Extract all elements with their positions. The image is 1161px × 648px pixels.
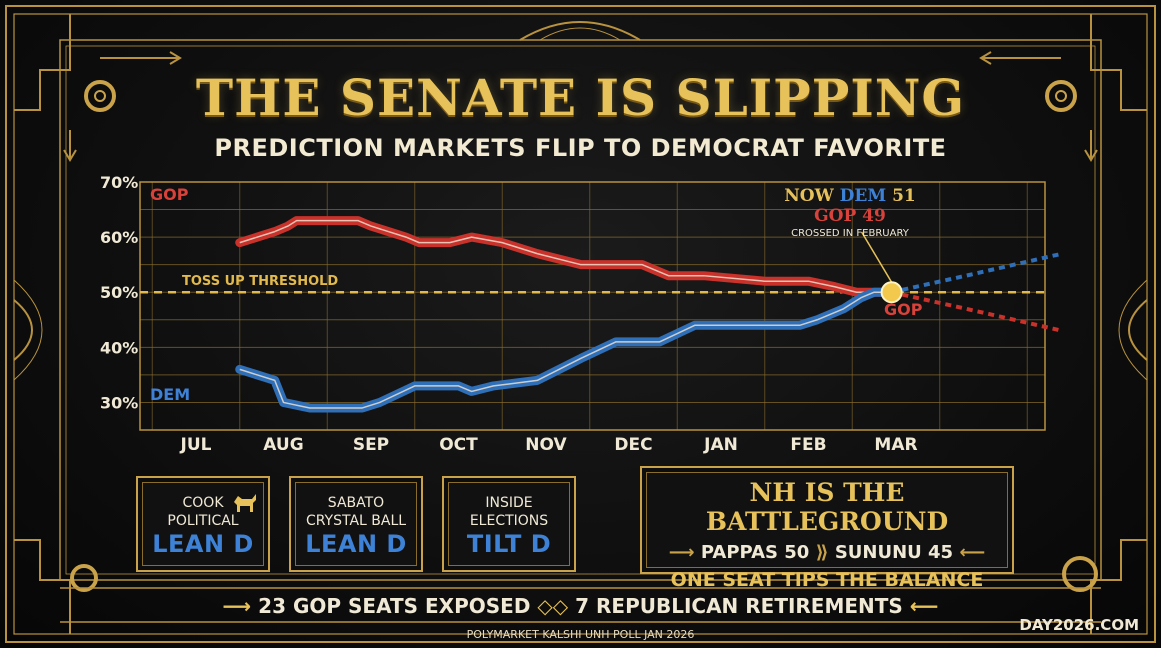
footer-stats: ⟶ 23 GOP SEATS EXPOSED ◇◇ 7 REPUBLICAN R… [0, 594, 1161, 618]
gop-line-highlight [239, 219, 888, 293]
x-tick-label: MAR [874, 435, 917, 455]
x-tick-label: NOV [525, 435, 567, 455]
callout-value: 51 [892, 186, 916, 206]
diamond-divider-icon: ◇◇ [537, 594, 576, 618]
sununu-value: SUNUNU 45 [834, 542, 954, 563]
series-lines [235, 216, 1063, 413]
sources-line: POLYMARKET KALSHI UNH POLL JAN 2026 [466, 628, 695, 641]
y-tick-label: 60% [100, 228, 138, 247]
arrow-right-icon: ⟶ [222, 594, 259, 618]
toss-up-threshold: TOSS UP THRESHOLD [140, 274, 1045, 294]
rating-value: LEAN D [152, 530, 254, 558]
arrow-left-icon: ⟵ [959, 542, 986, 563]
y-axis-ticks: 70% 60% 50% 40% 30% [100, 173, 138, 412]
arrow-right-icon: ⟶ [668, 542, 701, 563]
x-tick-label: JUL [180, 435, 212, 455]
rating-card-cook: COOK POLITICAL LEAN D [136, 476, 270, 572]
gop-projection-label: GOP [884, 300, 923, 319]
battleground-card: NH IS THE BATTLEGROUND ⟶ PAPPAS 50 ⟫ SUN… [640, 466, 1014, 591]
callout-party: DEM [839, 186, 887, 206]
dem-line-highlight [239, 291, 892, 409]
rating-source-line1: COOK [182, 495, 224, 511]
rating-source-line2: POLITICAL [167, 513, 239, 529]
x-axis-ticks: JUL AUG SEP OCT NOV DEC JAN FEB MAR [180, 435, 918, 455]
plot-border [139, 181, 1046, 431]
gop-series-label: GOP [150, 185, 189, 204]
series-labels: GOP DEM GOP [150, 185, 923, 404]
callout-gop: GOP 49 [814, 206, 886, 226]
republican-retirements: 7 REPUBLICAN RETIREMENTS [575, 594, 903, 618]
x-tick-label: OCT [439, 435, 478, 455]
battleground-tips: ONE SEAT TIPS THE BALANCE [670, 569, 984, 591]
page-title: THE SENATE IS SLIPPING [195, 68, 966, 127]
x-tick-label: FEB [790, 435, 826, 455]
rating-source-line2: ELECTIONS [469, 513, 549, 529]
rating-value: TILT D [466, 530, 552, 558]
dem-line [235, 287, 897, 413]
rating-value: LEAN D [305, 530, 407, 558]
divider-icon: ⟫ [815, 542, 835, 563]
arrow-left-icon: ⟵ [909, 594, 939, 618]
rating-card-sabato: SABATO CRYSTAL BALL LEAN D [289, 476, 423, 572]
callout-box: NOW DEM 51 GOP 49 CROSSED IN FEBRUARY [760, 186, 940, 239]
rating-source-line1: SABATO [327, 495, 385, 511]
y-tick-label: 70% [100, 173, 138, 192]
rating-source-line1: INSIDE [485, 495, 533, 511]
gear-icon [70, 80, 1098, 592]
page-subtitle: PREDICTION MARKETS FLIP TO DEMOCRAT FAVO… [214, 134, 947, 162]
callout-leader [860, 231, 893, 283]
y-tick-label: 40% [100, 338, 138, 357]
gop-projection-line [891, 290, 1063, 333]
y-tick-label: 30% [100, 393, 138, 412]
callout-now: NOW [784, 186, 834, 206]
rating-source-line2: CRYSTAL BALL [305, 513, 407, 529]
x-tick-label: AUG [263, 435, 303, 455]
callout-note: CROSSED IN FEBRUARY [791, 228, 909, 239]
dem-projection-line [891, 251, 1063, 295]
x-tick-label: SEP [353, 435, 389, 455]
battleground-title: NH IS THE BATTLEGROUND [705, 478, 949, 536]
dem-series-label: DEM [150, 385, 190, 404]
gop-seats-exposed: 23 GOP SEATS EXPOSED [258, 594, 531, 618]
donkey-icon [234, 494, 256, 512]
site-url: DAY2026.COM [1019, 616, 1139, 634]
pappas-value: PAPPAS 50 [700, 542, 810, 563]
threshold-label: TOSS UP THRESHOLD [182, 274, 338, 289]
rating-card-inside-elections: INSIDE ELECTIONS TILT D [442, 476, 576, 572]
crossing-point [880, 281, 903, 304]
x-tick-label: DEC [614, 435, 652, 455]
x-tick-label: JAN [703, 435, 738, 455]
y-tick-label: 50% [100, 283, 138, 302]
